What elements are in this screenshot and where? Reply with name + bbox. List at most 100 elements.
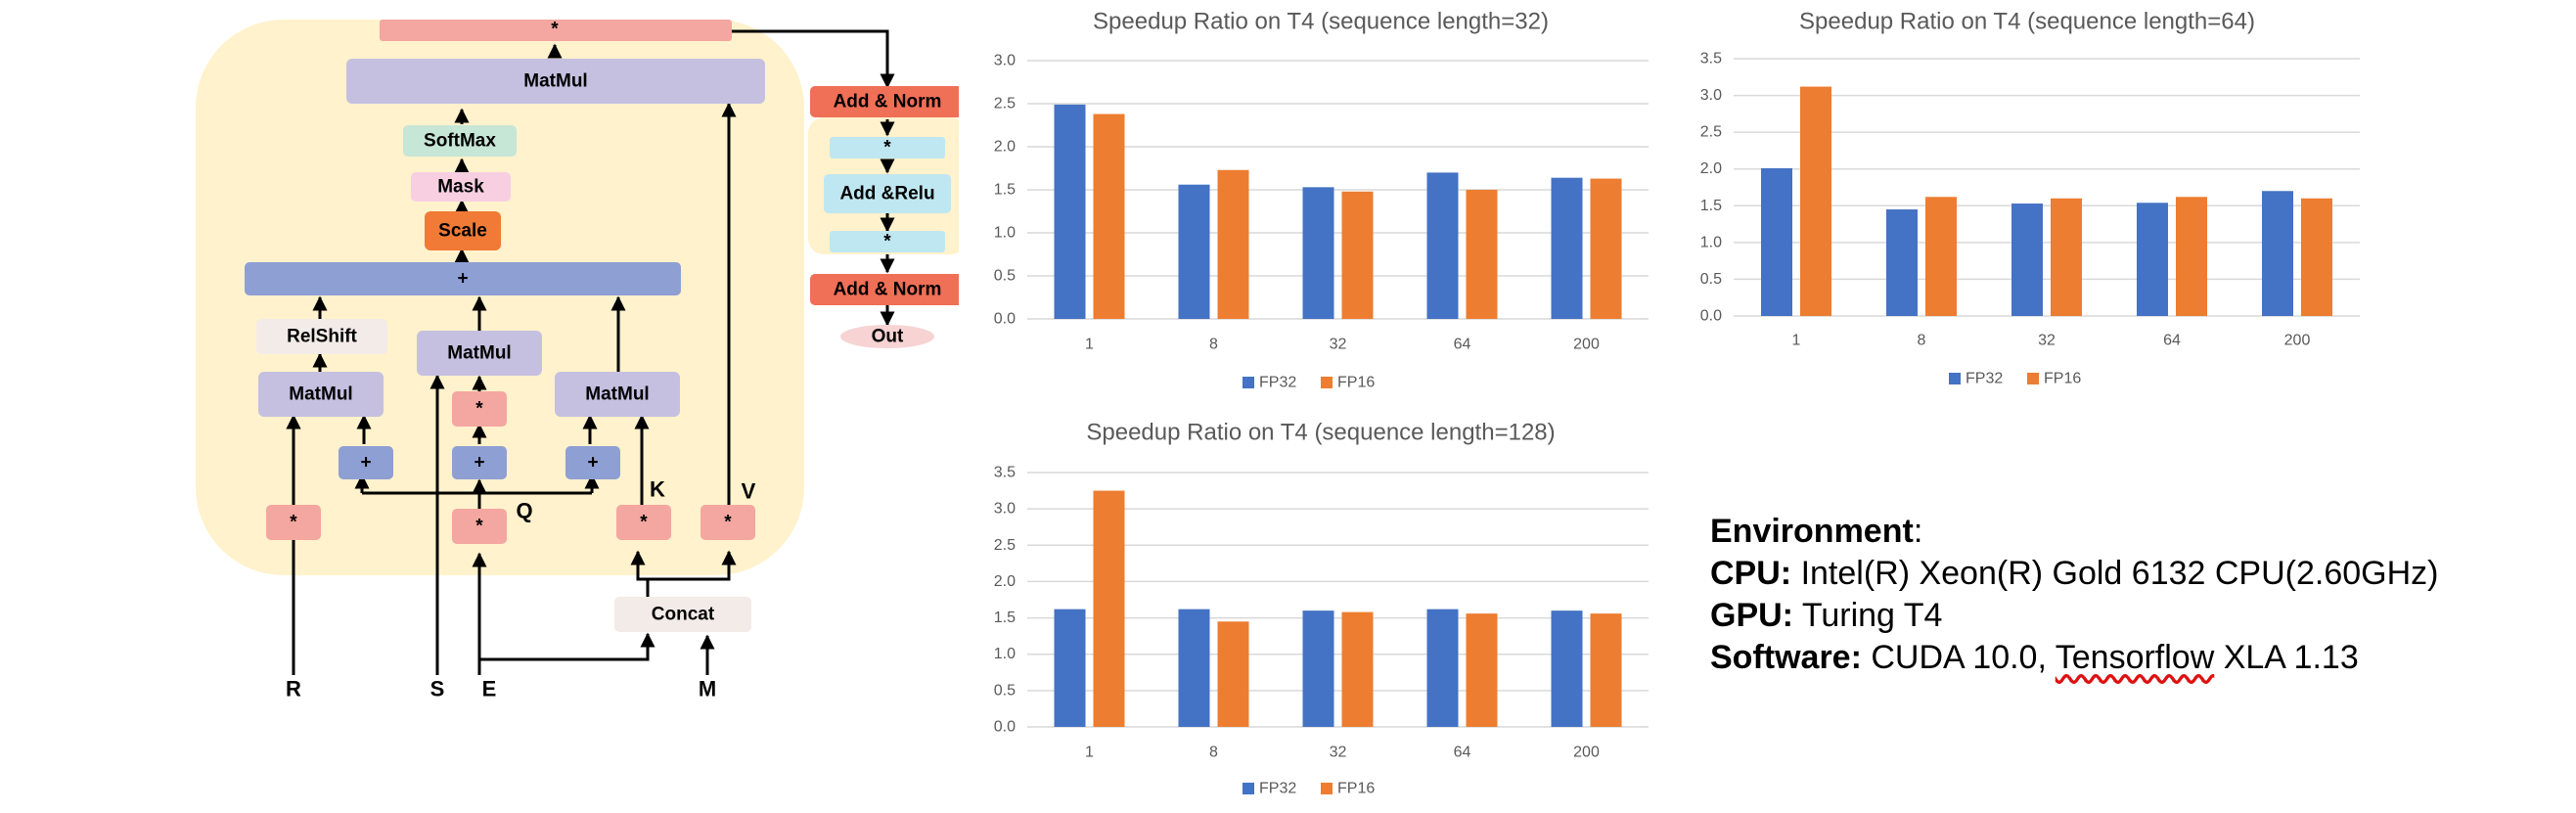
- legend-swatch-fp32: [1243, 783, 1254, 794]
- ff-mul-node-2: *: [830, 231, 945, 252]
- software-value-tensorflow: Tensorflow: [2055, 639, 2215, 676]
- y-tick-label: 0.5: [1700, 271, 1722, 288]
- chart-title: Speedup Ratio on T4 (sequence length=64): [1799, 9, 2255, 35]
- x-tick-label: 1: [1792, 333, 1801, 349]
- y-tick-label: 0.0: [1700, 308, 1722, 325]
- matmul-top-node: MatMul: [346, 59, 765, 104]
- add-norm-node-1: Add & Norm: [810, 86, 959, 117]
- attention-diagram: * MatMul SoftMax Mask Scale + RelShift: [196, 20, 959, 701]
- x-tick-label: 200: [2284, 333, 2311, 349]
- y-tick-label: 1.5: [994, 610, 1016, 626]
- environment-heading-colon: :: [1913, 513, 1923, 550]
- bar-fp32-1: [1761, 167, 1792, 316]
- bar-fp16-200: [2301, 198, 2332, 316]
- x-tick-label: 1: [1085, 745, 1094, 761]
- concat-node: Concat: [614, 597, 751, 632]
- legend-label-fp32: FP32: [1259, 781, 1296, 797]
- y-tick-label: 0.0: [994, 311, 1016, 328]
- legend-swatch-fp32: [1949, 373, 1961, 384]
- out-node: Out: [840, 325, 934, 348]
- bar-fp32-64: [2137, 203, 2168, 316]
- svg-text:MatMul: MatMul: [523, 71, 587, 92]
- y-tick-label: 3.5: [1700, 51, 1722, 68]
- y-tick-label: 2.5: [994, 537, 1016, 554]
- y-tick-label: 2.5: [994, 96, 1016, 113]
- y-tick-label: 3.0: [994, 501, 1016, 518]
- svg-text:RelShift: RelShift: [287, 327, 357, 347]
- x-tick-label: 8: [1209, 337, 1218, 353]
- svg-text:*: *: [640, 513, 648, 533]
- x-tick-label: 8: [1209, 745, 1218, 761]
- bar-fp32-8: [1178, 609, 1210, 727]
- bar-fp32-64: [1426, 172, 1459, 319]
- mask-node: Mask: [411, 172, 511, 202]
- label-v: V: [742, 479, 756, 504]
- x-tick-label: 32: [2038, 333, 2056, 349]
- y-tick-label: 1.5: [1700, 198, 1722, 214]
- legend-label-fp32: FP32: [1259, 375, 1296, 391]
- x-tick-label: 64: [1454, 745, 1471, 761]
- x-tick-label: 32: [1330, 745, 1347, 761]
- environment-heading-row: Environment:: [1710, 511, 2438, 553]
- label-q: Q: [516, 499, 532, 523]
- svg-text:*: *: [883, 232, 891, 252]
- software-value-cuda: CUDA 10.0,: [1871, 639, 2047, 676]
- softmax-node: SoftMax: [403, 125, 517, 157]
- bar-fp16-32: [1341, 191, 1374, 319]
- x-tick-label: 64: [1454, 337, 1471, 353]
- bar-fp16-1: [1093, 113, 1125, 319]
- bar-fp16-64: [2176, 197, 2207, 316]
- scale-node: Scale: [425, 211, 501, 250]
- bar-fp32-8: [1178, 184, 1210, 319]
- bar-fp32-32: [2011, 203, 2043, 316]
- x-tick-label: 200: [1573, 337, 1600, 353]
- speedup-chart-seq64: Speedup Ratio on T4 (sequence length=64)…: [1700, 9, 2360, 387]
- svg-text:*: *: [551, 20, 559, 40]
- add-relu-node: Add &Relu: [824, 174, 951, 213]
- environment-info: Environment: CPU: Intel(R) Xeon(R) Gold …: [1710, 511, 2438, 679]
- legend-swatch-fp16: [2027, 373, 2039, 384]
- bar-fp16-8: [1925, 197, 1957, 316]
- bar-fp16-64: [1466, 190, 1498, 319]
- label-r: R: [286, 677, 301, 701]
- matmul-left-node: MatMul: [258, 372, 384, 417]
- bar-fp32-32: [1302, 610, 1334, 727]
- x-tick-label: 1: [1085, 337, 1094, 353]
- svg-text:+: +: [474, 453, 484, 474]
- label-m: M: [699, 677, 716, 701]
- bar-fp16-32: [2051, 198, 2082, 316]
- cpu-row: CPU: Intel(R) Xeon(R) Gold 6132 CPU(2.60…: [1710, 553, 2438, 595]
- add-norm-node-2: Add & Norm: [810, 274, 959, 305]
- chart-title: Speedup Ratio on T4 (sequence length=128…: [1086, 420, 1555, 446]
- top-mul-node: *: [380, 20, 732, 41]
- legend-label-fp16: FP16: [1337, 781, 1375, 797]
- x-tick-label: 64: [2163, 333, 2181, 349]
- bar-fp16-8: [1217, 621, 1249, 727]
- svg-text:MatMul: MatMul: [447, 343, 511, 364]
- x-tick-label: 32: [1330, 337, 1347, 353]
- software-row: Software: CUDA 10.0, Tensorflow XLA 1.13: [1710, 637, 2438, 679]
- legend-swatch-fp16: [1321, 783, 1333, 794]
- x-tick-label: 8: [1918, 333, 1926, 349]
- svg-text:Scale: Scale: [438, 221, 487, 242]
- svg-text:Add & Norm: Add & Norm: [834, 92, 942, 113]
- svg-text:Concat: Concat: [652, 605, 715, 625]
- y-tick-label: 1.5: [994, 182, 1016, 199]
- speedup-chart-seq32: Speedup Ratio on T4 (sequence length=32)…: [994, 9, 1649, 391]
- gpu-label: GPU:: [1710, 597, 1793, 634]
- svg-text:+: +: [587, 453, 598, 474]
- legend-label-fp16: FP16: [2044, 371, 2081, 387]
- y-tick-label: 2.0: [1700, 160, 1722, 177]
- plus-node-2: +: [452, 446, 507, 479]
- matmul-right-node: MatMul: [555, 372, 680, 417]
- svg-text:*: *: [475, 517, 483, 537]
- mul-v-node: *: [700, 505, 755, 540]
- y-tick-label: 3.5: [994, 465, 1016, 481]
- x-tick-label: 200: [1573, 745, 1600, 761]
- gpu-value: Turing T4: [1801, 597, 1943, 634]
- svg-text:Mask: Mask: [437, 177, 484, 198]
- bar-fp16-32: [1341, 611, 1374, 727]
- legend-label-fp16: FP16: [1337, 375, 1375, 391]
- bar-fp16-1: [1800, 86, 1831, 316]
- mul-k-node: *: [616, 505, 671, 540]
